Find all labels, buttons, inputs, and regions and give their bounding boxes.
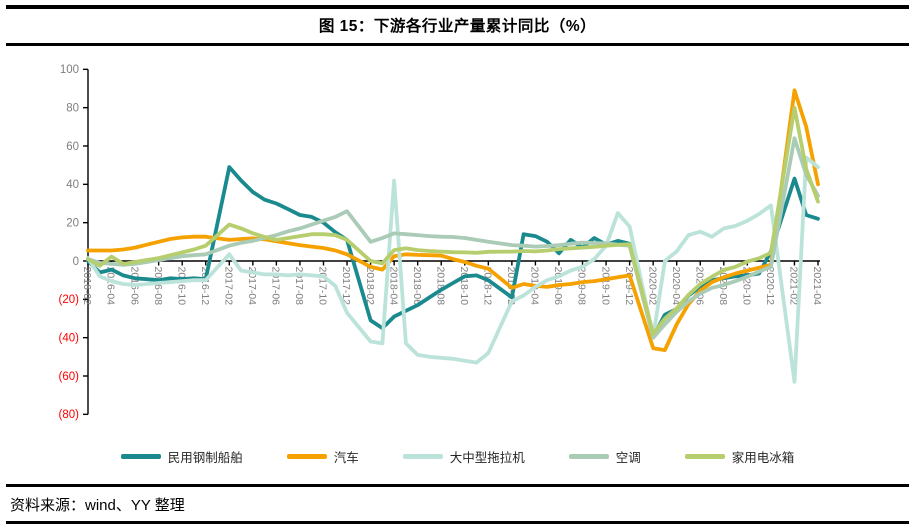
x-tick-label: 2017-02: [222, 267, 234, 306]
x-tick-label: 2020-12: [764, 267, 776, 306]
legend-item: 大中型拖拉机: [402, 447, 525, 466]
x-tick-label: 2017-12: [340, 267, 352, 306]
x-tick-label: 2021-02: [788, 267, 800, 306]
legend-item: 家用电冰箱: [684, 447, 795, 466]
x-tick-label: 2019-10: [599, 267, 611, 306]
legend-swatch: [568, 454, 609, 459]
legend-label: 家用电冰箱: [731, 451, 795, 465]
legend-label: 汽车: [333, 451, 359, 465]
y-tick-label: 100: [60, 64, 79, 76]
x-tick-label: 2017-08: [293, 267, 305, 306]
x-tick-label: 2021-04: [811, 267, 823, 306]
y-tick-label: 60: [66, 141, 79, 153]
x-tick-label: 2018-10: [458, 267, 470, 306]
series-line-4: [86, 105, 820, 336]
chart-title: 图 15：下游各行业产量累计同比（%）: [318, 18, 597, 35]
source-divider-rule: [6, 484, 909, 487]
y-tick-label: (60): [59, 371, 80, 383]
y-tick-label: 80: [66, 102, 79, 114]
x-tick-label: 2018-08: [434, 267, 446, 306]
x-tick-label: 2016-04: [105, 267, 117, 306]
y-tick-label: (20): [59, 294, 80, 306]
x-tick-label: 2017-06: [270, 267, 282, 306]
x-tick-label: 2020-02: [646, 267, 658, 306]
series-line-2: [86, 155, 820, 384]
top-rule: [6, 5, 909, 9]
x-tick-label: 2016-02: [81, 267, 93, 306]
x-tick-label: 2018-02: [364, 267, 376, 306]
x-tick-label: 2016-10: [175, 267, 187, 306]
y-tick-label: 0: [73, 256, 79, 268]
y-tick-label: (80): [59, 409, 80, 421]
chart-legend: 民用钢制船舶 汽车 大中型拖拉机 空调 家用电冰箱: [0, 447, 915, 466]
x-tick-label: 2017-04: [246, 267, 258, 306]
y-tick-label: 20: [66, 217, 79, 229]
y-tick-label: (40): [59, 332, 80, 344]
x-tick-label: 2016-12: [199, 267, 211, 306]
legend-swatch: [684, 454, 725, 459]
series-line-1: [86, 88, 820, 353]
legend-swatch: [286, 454, 327, 459]
y-tick-label: 40: [66, 179, 79, 191]
legend-swatch: [402, 454, 443, 459]
x-tick-label: 2019-08: [576, 267, 588, 306]
legend-label: 空调: [615, 451, 641, 465]
legend-label: 大中型拖拉机: [449, 451, 525, 465]
series-line-3: [86, 136, 820, 340]
bottom-rule: [6, 521, 909, 524]
x-tick-label: 2017-10: [317, 267, 329, 306]
x-tick-label: 2016-08: [152, 267, 164, 306]
x-tick-label: 2018-06: [411, 267, 423, 306]
legend-item: 汽车: [286, 447, 359, 466]
legend-item: 空调: [568, 447, 641, 466]
legend-label: 民用钢制船舶: [167, 451, 243, 465]
legend-swatch: [120, 454, 161, 459]
title-divider-rule: [6, 43, 909, 46]
legend-item: 民用钢制船舶: [120, 447, 243, 466]
source-note: 资料来源：wind、YY 整理: [10, 497, 185, 514]
x-tick-label: 2018-04: [387, 267, 399, 306]
x-tick-label: 2018-12: [482, 267, 494, 306]
x-tick-label: 2020-04: [670, 267, 682, 306]
